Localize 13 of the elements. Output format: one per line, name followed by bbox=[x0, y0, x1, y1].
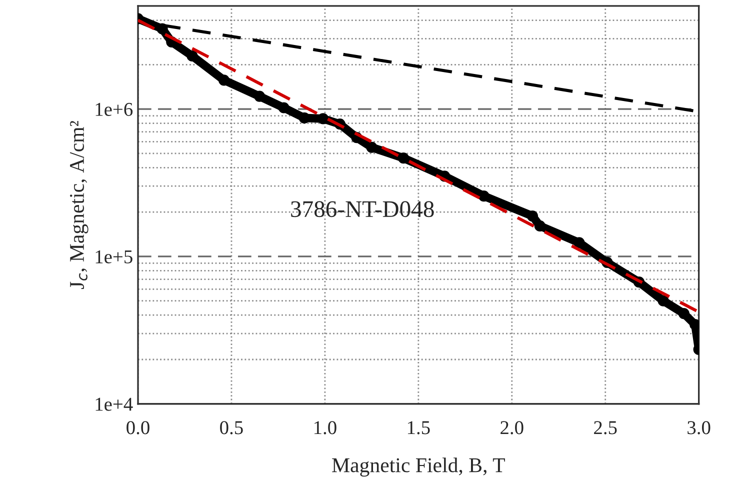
x-tick-label: 2.5 bbox=[594, 421, 617, 434]
y-axis-title: J$_{c}$, Magnetic, A/cm² bbox=[70, 120, 88, 289]
text: 0.0 bbox=[126, 421, 150, 434]
x-tick-label: 1.5 bbox=[408, 421, 430, 434]
text: 2.0 bbox=[500, 421, 524, 434]
text: 1.0 bbox=[314, 421, 336, 434]
annotation: 3786-NT-D048 bbox=[291, 201, 434, 218]
y-tick-label: 1e+5 bbox=[96, 250, 132, 264]
x-axis-title: Magnetic Field, B, T bbox=[332, 458, 505, 477]
y-tick-label: 1e+4 bbox=[96, 398, 133, 411]
x-tick-label: 0.5 bbox=[220, 421, 243, 434]
y-tick-label: 1e+6 bbox=[96, 102, 133, 116]
text: 3.0 bbox=[688, 421, 710, 434]
